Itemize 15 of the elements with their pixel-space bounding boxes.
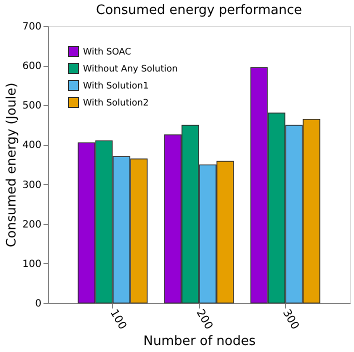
y-tick-label: 200 <box>22 219 42 230</box>
legend-label: With Solution1 <box>83 82 149 92</box>
y-tick-label: 0 <box>35 298 42 310</box>
y-tick-label: 700 <box>22 22 42 32</box>
legend-label: With Solution2 <box>83 98 149 108</box>
y-tick-label: 600 <box>22 61 42 72</box>
legend-label: Without Any Solution <box>83 64 178 74</box>
legend-label: With SOAC <box>83 48 132 58</box>
y-tick-label: 300 <box>22 180 42 191</box>
y-tick-label: 400 <box>22 140 42 152</box>
y-tick-label: 100 <box>22 258 42 270</box>
x-axis-title: Number of nodes <box>143 334 256 350</box>
y-tick-label: 500 <box>22 100 42 112</box>
y-axis-title: Consumed energy (Joule) <box>4 82 20 248</box>
chart-title: Consumed energy performance <box>96 3 302 18</box>
